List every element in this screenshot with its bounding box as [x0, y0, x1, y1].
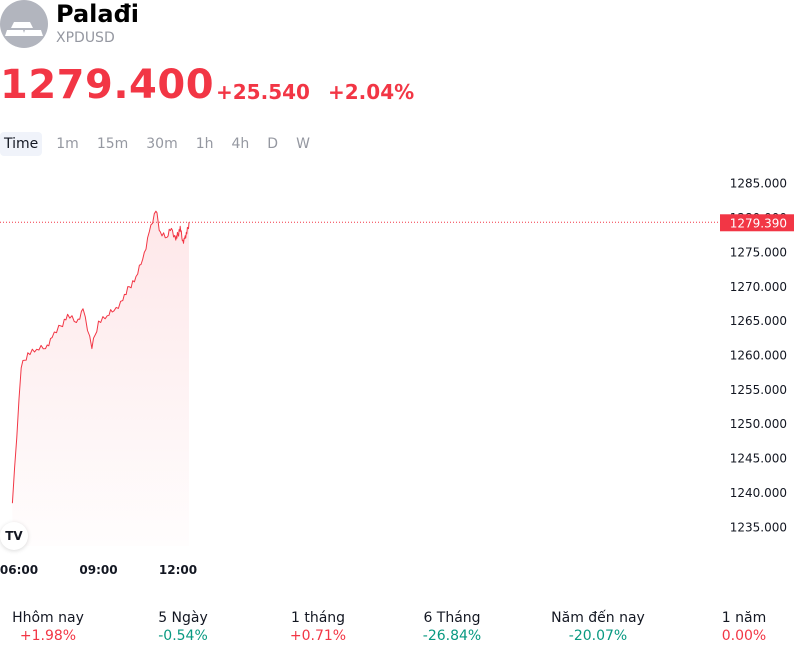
- x-tick-label: 06:00: [0, 563, 38, 577]
- perf-1-year[interactable]: 1 năm 0.00%: [678, 610, 800, 644]
- perf-1-month[interactable]: 1 tháng +0.71%: [252, 610, 384, 644]
- perf-label: 6 Tháng: [423, 610, 481, 626]
- x-tick-label: 12:00: [159, 563, 197, 577]
- tab-4h[interactable]: 4h: [231, 136, 250, 152]
- y-tick-label: 1275.000: [730, 245, 787, 259]
- perf-value: -0.54%: [158, 628, 208, 644]
- y-tick-label: 1250.000: [730, 417, 787, 431]
- perf-6-months[interactable]: 6 Tháng -26.84%: [386, 610, 518, 644]
- x-tick-label: 09:00: [79, 563, 117, 577]
- price-chart[interactable]: 1285.0001280.0001275.0001270.0001265.000…: [0, 160, 800, 590]
- y-tick-label: 1260.000: [730, 349, 787, 363]
- y-tick-label: 1255.000: [730, 383, 787, 397]
- perf-label: 1 tháng: [290, 610, 346, 626]
- tradingview-logo[interactable]: TV: [0, 522, 28, 550]
- perf-5-days[interactable]: 5 Ngày -0.54%: [117, 610, 249, 644]
- tab-w[interactable]: W: [296, 136, 310, 152]
- perf-today[interactable]: Hhôm nay +1.98%: [0, 610, 114, 644]
- tab-15m[interactable]: 15m: [96, 136, 129, 152]
- current-price: 1279.400: [0, 62, 215, 108]
- y-tick-label: 1235.000: [730, 520, 787, 534]
- tab-time[interactable]: Time: [0, 132, 43, 156]
- y-tick-label: 1270.000: [730, 280, 787, 294]
- asset-name: Palađi: [56, 0, 139, 28]
- price-area-fill: [12, 211, 190, 546]
- current-price-tag-label: 1279.390: [730, 216, 787, 230]
- y-tick-label: 1245.000: [730, 452, 787, 466]
- palladium-bars-icon: [5, 22, 43, 36]
- asset-symbol: XPDUSD: [56, 30, 115, 46]
- y-tick-label: 1265.000: [730, 314, 787, 328]
- perf-value: +0.71%: [289, 628, 347, 644]
- perf-value: +1.98%: [19, 628, 77, 644]
- perf-value: -20.07%: [568, 628, 628, 644]
- perf-value: -26.84%: [422, 628, 482, 644]
- tab-30m[interactable]: 30m: [146, 136, 178, 152]
- price-line: [11, 210, 190, 504]
- current-price-tag: [720, 214, 794, 232]
- timeframe-tabs: Time 1m 15m 30m 1h 4h D W: [0, 132, 324, 156]
- y-tick-label: 1240.000: [730, 486, 787, 500]
- asset-logo: [0, 0, 48, 48]
- perf-label: Hhôm nay: [12, 610, 84, 626]
- y-tick-label: 1285.000: [730, 177, 787, 191]
- perf-ytd[interactable]: Năm đến nay -20.07%: [532, 610, 664, 644]
- price-change-percent: +2.04%: [328, 80, 415, 104]
- perf-label: Năm đến nay: [551, 610, 645, 626]
- tab-1h[interactable]: 1h: [195, 136, 214, 152]
- perf-label: 1 năm: [721, 610, 767, 626]
- perf-value: 0.00%: [721, 628, 767, 644]
- perf-label: 5 Ngày: [158, 610, 208, 626]
- tab-1m[interactable]: 1m: [56, 136, 79, 152]
- tab-d[interactable]: D: [267, 136, 279, 152]
- price-change: +25.540: [216, 80, 310, 104]
